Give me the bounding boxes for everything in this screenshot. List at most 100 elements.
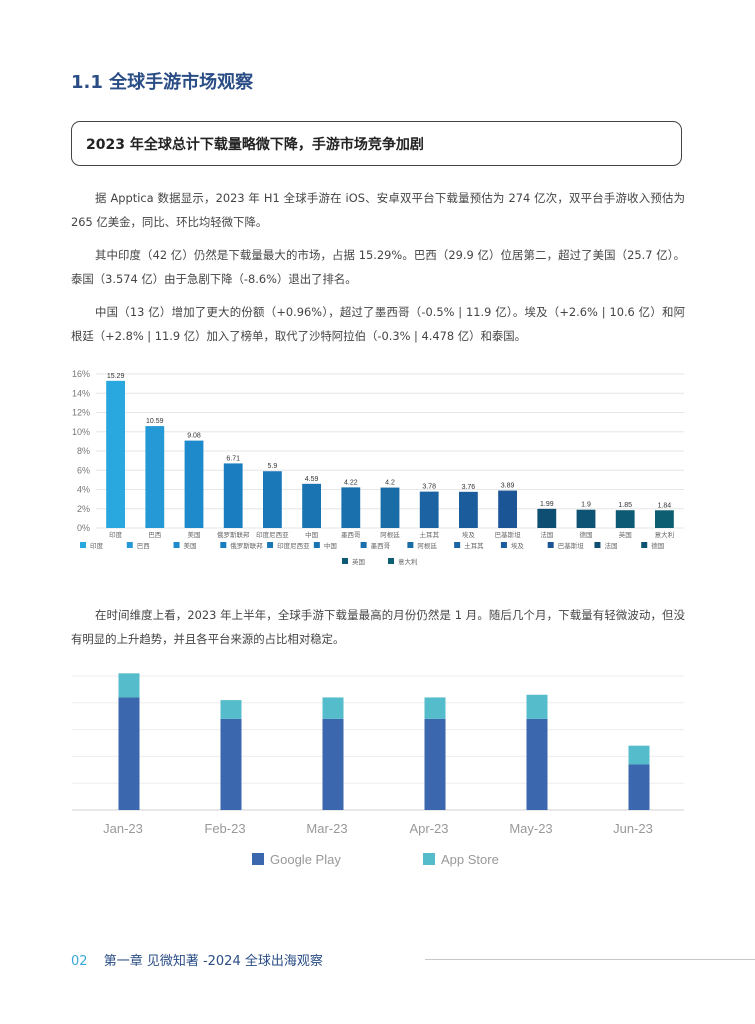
legend-swatch [360,542,367,548]
bar-app-store [118,673,140,698]
data-label: 4.2 [385,480,395,487]
bar [341,487,361,528]
x-tick-label: 意大利 [655,530,675,539]
x-tick-label: 英国 [619,530,632,539]
paragraph-4: 在时间维度上看，2023 年上半年，全球手游下载量最高的月份仍然是 1 月。随后… [71,608,685,646]
data-label: 6.71 [226,455,240,462]
legend-label: 中国 [324,541,337,550]
x-tick-label: Jun-23 [613,821,653,836]
x-tick-label: 巴基斯坦 [495,530,521,539]
footer-divider [425,959,755,960]
x-tick-label: 俄罗斯联邦 [217,530,250,539]
bar-google-play [424,718,446,810]
bar [419,491,439,528]
legend-label: 俄罗斯联邦 [230,541,263,550]
data-label: 5.9 [268,463,278,470]
data-label: 1.9 [581,502,591,509]
bar [537,508,557,528]
paragraph-2: 其中印度（42 亿）仍然是下载量最大的市场，占据 15.29%。巴西（29.9 … [71,248,685,286]
legend-label: 墨西哥 [371,542,391,550]
legend-label: 印度 [90,541,104,550]
x-tick-label: 美国 [188,530,201,539]
legend-swatch [423,853,435,865]
bar [184,440,204,528]
legend-label: 巴基斯坦 [558,541,585,550]
bar [576,509,596,528]
x-tick-label: Apr-23 [409,821,448,836]
data-label: 3.78 [422,484,436,491]
bar-google-play [322,718,344,810]
legend-label: 印度尼西亚 [277,541,310,550]
legend-swatch [500,542,507,548]
y-tick-label: 6% [77,465,90,475]
page-number: 02 [71,954,88,969]
bar-app-store [220,700,242,719]
legend-label: 意大利 [398,557,418,566]
legend-swatch [313,542,320,548]
y-tick-label: 2% [77,504,90,514]
bar [145,426,165,528]
bar-google-play [118,697,140,810]
legend-label: 英国 [352,557,365,566]
x-tick-label: 埃及 [462,530,476,539]
y-tick-label: 4% [77,485,90,495]
data-label: 1.84 [658,502,672,509]
x-tick-label: 中国 [305,530,318,539]
subtitle-box: 2023 年全球总计下载量略微下降，手游市场竞争加剧 [71,121,682,166]
data-label: 15.29 [107,373,125,380]
legend-swatch [252,853,264,865]
legend-swatch [594,542,601,548]
data-label: 3.76 [462,484,476,491]
subtitle-text: 2023 年全球总计下载量略微下降，手游市场竞争加剧 [86,136,424,153]
bar-app-store [322,697,344,719]
paragraph-1: 据 Apptica 数据显示，2023 年 H1 全球手游在 iOS、安卓双平台… [71,191,685,229]
bar-app-store [526,694,548,719]
bar [106,380,126,528]
data-label: 10.59 [146,418,164,425]
y-tick-label: 8% [77,446,90,456]
x-tick-label: 土耳其 [419,530,439,539]
data-label: 9.08 [187,433,201,440]
legend-swatch [80,542,86,548]
y-tick-label: 12% [72,408,90,418]
data-label: 1.99 [540,501,554,508]
data-label: 1.85 [618,502,632,509]
y-tick-label: 16% [72,369,90,379]
bar-google-play [220,718,242,810]
data-label: 4.22 [344,479,358,486]
legend-label: 法国 [604,541,617,550]
bar [262,471,282,528]
x-tick-label: Feb-23 [204,821,245,836]
bar [654,510,674,528]
bar [458,491,478,528]
x-tick-label: 墨西哥 [341,531,361,539]
legend-swatch [267,542,274,548]
x-tick-label: Jan-23 [103,821,143,836]
legend-label: 德国 [651,541,664,550]
legend-swatch [407,542,414,548]
x-tick-label: May-23 [509,821,552,836]
bar [615,510,635,528]
bar [302,483,322,528]
legend-swatch [342,558,348,564]
section-title: 1.1 全球手游市场观察 [71,72,254,93]
paragraph-3: 中国（13 亿）增加了更大的份额（+0.96%），超过了墨西哥（-0.5% | … [71,305,685,343]
legend-label: 土耳其 [464,541,484,550]
legend-label: 埃及 [511,541,525,550]
x-tick-label: Mar-23 [306,821,347,836]
bar [223,463,243,528]
monthly-downloads-stacked-chart: Jan-23 Feb-23 Mar-23 Apr-23 May-23 Jun-23 Goog… [72,673,684,867]
legend-swatch [173,542,180,548]
legend-swatch [220,542,227,548]
bar [380,487,400,528]
x-tick-label: 德国 [580,530,593,539]
legend-swatch [547,542,554,548]
legend-label: Google Play [270,852,341,867]
bar-google-play [628,764,650,810]
data-label: 3.89 [501,483,515,490]
bar-app-store [424,697,446,719]
legend-label: 阿根廷 [417,541,437,550]
x-tick-label: 巴西 [148,531,162,539]
chapter-title: 第一章 见微知著 -2024 全球出海观察 [103,954,323,969]
legend-label: 巴西 [137,542,151,550]
